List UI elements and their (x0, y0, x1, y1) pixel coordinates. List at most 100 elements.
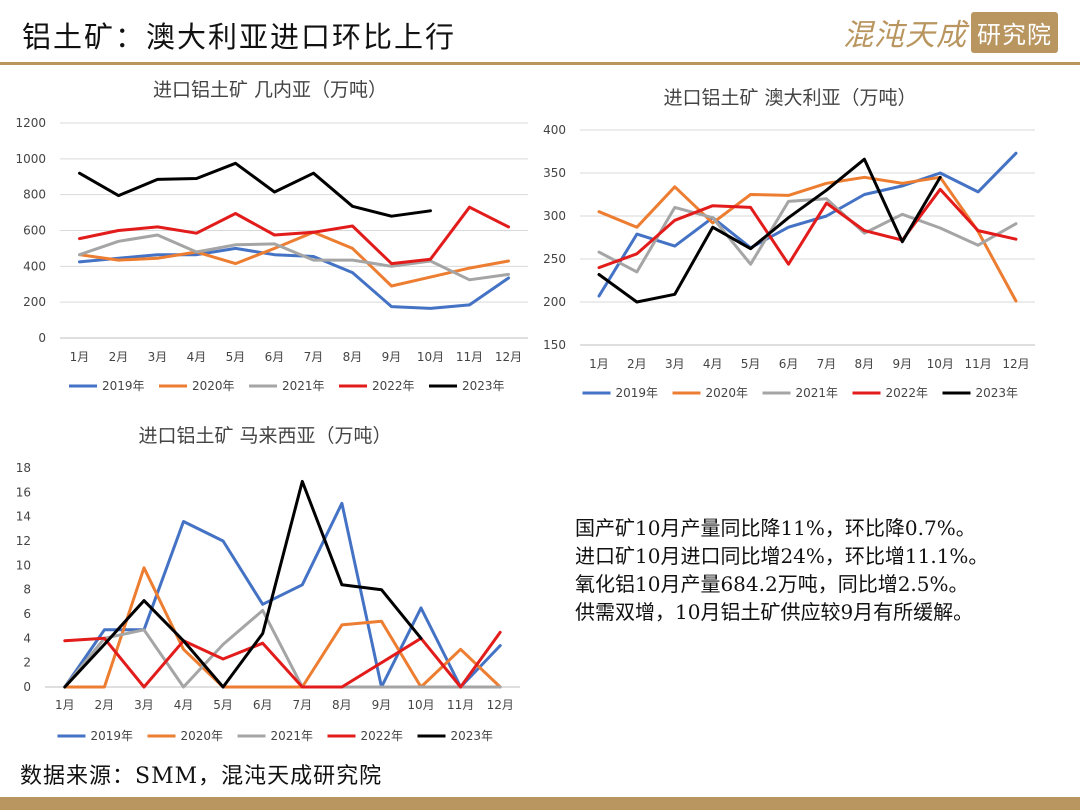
x-tick-label: 5月 (226, 350, 246, 364)
x-tick-label: 8月 (332, 698, 352, 712)
y-tick-label: 18 (16, 461, 31, 475)
logo-text: 混沌天成 (843, 18, 967, 53)
x-tick-label: 4月 (174, 698, 194, 712)
y-tick-label: 350 (543, 166, 566, 180)
summary-line: 国产矿10月产量同比降11%，环比降0.7%。 (575, 516, 976, 540)
page-title: 铝土矿：澳大利亚进口环比上行 (22, 20, 457, 54)
series-line-2023年 (78, 161, 432, 218)
x-tick-label: 11月 (964, 357, 991, 371)
legend-label: 2020年 (706, 386, 749, 400)
x-tick-label: 3月 (148, 350, 168, 364)
x-tick-label: 2月 (95, 698, 115, 712)
summary-text: 国产矿10月产量同比降11%，环比降0.7%。 进口矿10月进口同比增24%，环… (575, 514, 988, 626)
header-divider (0, 62, 1080, 65)
legend-label: 2022年 (361, 729, 404, 743)
y-tick-label: 10 (16, 558, 31, 572)
x-tick-label: 9月 (372, 698, 392, 712)
x-tick-label: 6月 (253, 698, 273, 712)
brand-logo: 混沌天成 研究院 (843, 10, 1058, 54)
x-tick-label: 4月 (187, 350, 207, 364)
legend-label: 2021年 (282, 379, 325, 393)
series-line-2021年 (78, 233, 510, 282)
x-tick-label: 12月 (1002, 357, 1029, 371)
chart-title: 进口铝土矿 澳大利亚（万吨） (663, 87, 916, 109)
y-tick-label: 8 (23, 583, 31, 597)
y-tick-label: 600 (23, 224, 46, 238)
y-tick-label: 16 (16, 485, 31, 499)
x-tick-label: 6月 (779, 357, 799, 371)
y-tick-label: 300 (543, 209, 566, 223)
legend-label: 2023年 (462, 379, 505, 393)
x-tick-label: 9月 (382, 350, 402, 364)
summary-line: 氧化铝10月产量684.2万吨，同比增2.5%。 (575, 572, 969, 596)
x-tick-label: 1月 (55, 698, 75, 712)
summary-line: 进口矿10月进口同比增24%，环比增11.1%。 (575, 544, 989, 568)
chart-malaysia: 进口铝土矿 马来西亚（万吨） 0 2 4 6 8 10 12 14 16 18 1月 2月 3月 4月 5月 6… (16, 425, 520, 743)
y-tick-label: 0 (23, 680, 31, 694)
legend-label: 2020年 (192, 379, 235, 393)
x-tick-label: 2月 (109, 350, 129, 364)
series-line-2020年 (63, 566, 502, 689)
series-line-2023年 (63, 479, 423, 689)
x-tick-label: 7月 (292, 698, 312, 712)
y-tick-label: 2 (23, 656, 31, 670)
x-tick-label: 10月 (417, 350, 444, 364)
y-tick-label: 800 (23, 188, 46, 202)
series-line-2019年 (597, 151, 1018, 298)
series-line-2020年 (78, 230, 510, 288)
legend-label: 2019年 (91, 729, 134, 743)
x-tick-label: 11月 (456, 350, 483, 364)
x-tick-label: 10月 (927, 357, 954, 371)
y-tick-label: 0 (38, 331, 46, 345)
x-tick-label: 12月 (487, 698, 514, 712)
legend-label: 2023年 (976, 386, 1019, 400)
x-tick-label: 2月 (627, 357, 647, 371)
y-tick-label: 1000 (15, 152, 46, 166)
chart-australia: 进口铝土矿 澳大利亚（万吨） 150 200 250 300 350 400 1月 2月 3月 4月… (543, 87, 1035, 400)
chart-title: 进口铝土矿 几内亚（万吨） (153, 79, 387, 101)
x-tick-label: 8月 (855, 357, 875, 371)
series-line-2023年 (597, 157, 942, 304)
legend-label: 2021年 (796, 386, 839, 400)
y-tick-label: 12 (16, 534, 31, 548)
summary-line: 供需双增，10月铝土矿供应较9月有所缓解。 (575, 600, 974, 624)
y-tick-label: 200 (543, 295, 566, 309)
y-tick-label: 150 (543, 338, 566, 352)
legend-label: 2022年 (886, 386, 929, 400)
legend-label: 2022年 (372, 379, 415, 393)
series-line-2021年 (63, 608, 502, 689)
x-tick-label: 5月 (213, 698, 233, 712)
series-line-2019年 (78, 246, 510, 310)
x-tick-label: 6月 (265, 350, 285, 364)
y-tick-label: 6 (23, 607, 31, 621)
footer-bar (0, 797, 1080, 810)
chart-title: 进口铝土矿 马来西亚（万吨） (138, 425, 391, 447)
x-tick-label: 4月 (703, 357, 723, 371)
x-tick-label: 10月 (407, 698, 434, 712)
x-tick-label: 1月 (589, 357, 609, 371)
logo-seal: 研究院 (971, 11, 1058, 53)
legend-label: 2020年 (181, 729, 224, 743)
y-tick-label: 400 (543, 123, 566, 137)
legend-label: 2019年 (616, 386, 659, 400)
legend-label: 2019年 (102, 379, 145, 393)
x-tick-label: 8月 (343, 350, 363, 364)
y-tick-label: 4 (23, 631, 31, 645)
y-tick-label: 250 (543, 252, 566, 266)
series-line-2021年 (597, 197, 1018, 274)
x-tick-label: 11月 (447, 698, 474, 712)
series-line-2022年 (63, 630, 502, 689)
chart-guinea: 进口铝土矿 几内亚（万吨） 0 200 400 600 800 1000 1200 1月 2月 3月… (15, 79, 528, 393)
series-line-2022年 (78, 205, 510, 266)
series-line-2020年 (597, 175, 1018, 303)
series-line-2022年 (597, 187, 1018, 270)
data-source: 数据来源：SMM，混沌天成研究院 (20, 764, 383, 789)
series-line-2019年 (63, 501, 502, 689)
y-tick-label: 14 (16, 510, 31, 524)
x-tick-label: 3月 (665, 357, 685, 371)
legend-label: 2023年 (451, 729, 494, 743)
x-tick-label: 1月 (70, 350, 90, 364)
y-tick-label: 200 (23, 295, 46, 309)
legend-label: 2021年 (271, 729, 314, 743)
x-tick-label: 12月 (495, 350, 522, 364)
